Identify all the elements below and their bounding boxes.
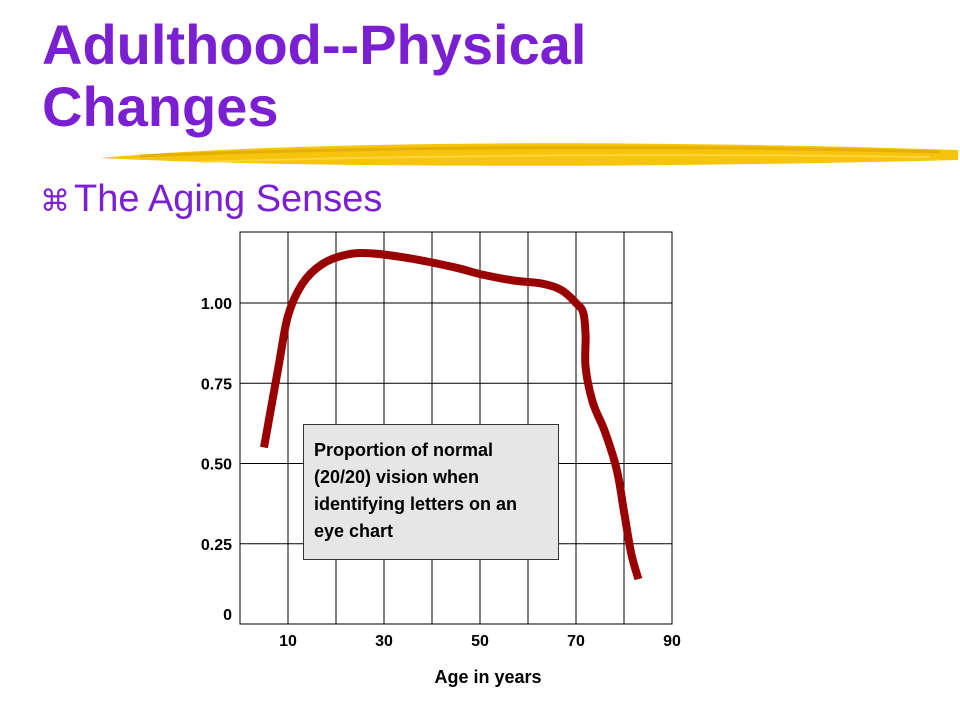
x-tick-label: 90 [663, 633, 681, 650]
bullet-item: ⌘ The Aging Senses [40, 176, 382, 225]
y-tick-label: 0 [223, 607, 232, 624]
y-tick-label: 1.00 [201, 296, 232, 313]
bullet-icon: ⌘ [40, 185, 70, 218]
x-tick-label: 50 [471, 633, 489, 650]
x-tick-label: 10 [279, 633, 297, 650]
bullet-text: The Aging Senses [74, 178, 383, 220]
yellow-highlight-stroke [100, 143, 958, 166]
chart-annotation-box: Proportion of normal (20/20) vision when… [303, 424, 559, 560]
y-tick-label: 0.50 [201, 457, 232, 474]
x-axis-title: Age in years [434, 667, 541, 687]
slide-title: Adulthood--Physical Changes [42, 14, 586, 138]
y-tick-label: 0.25 [201, 537, 232, 554]
plot-frame [239, 231, 673, 625]
slide-title-line-1: Adulthood--Physical [42, 13, 587, 76]
slide-title-line-2: Changes [42, 75, 279, 138]
x-tick-label: 70 [567, 633, 585, 650]
vision-proportion-line [260, 248, 643, 581]
x-tick-label: 30 [375, 633, 393, 650]
y-tick-label: 0.75 [201, 376, 232, 393]
